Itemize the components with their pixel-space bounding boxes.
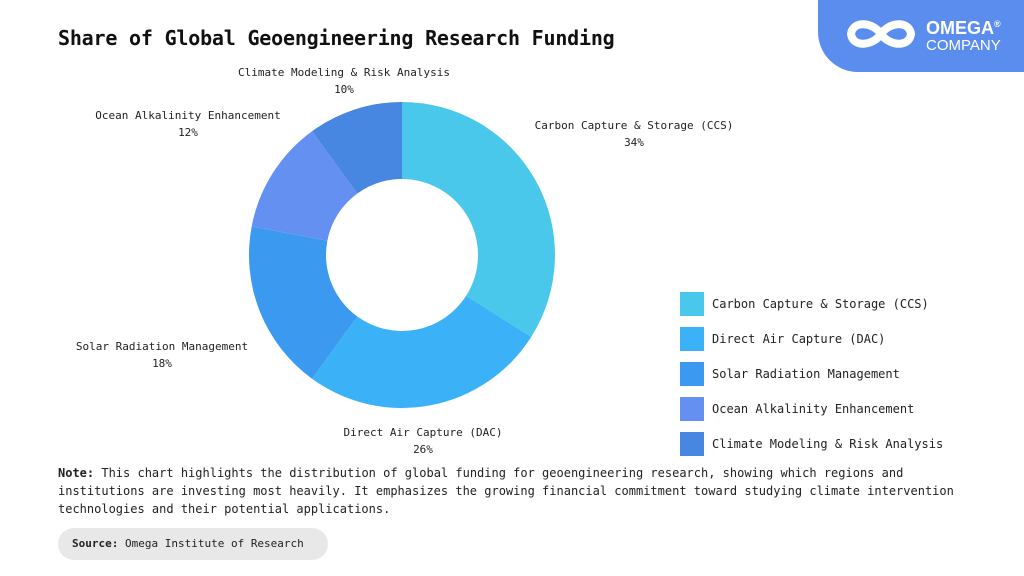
registered-mark: ® bbox=[994, 19, 1001, 29]
legend-label: Direct Air Capture (DAC) bbox=[712, 331, 886, 346]
legend-item: Direct Air Capture (DAC) bbox=[680, 321, 943, 356]
logo-name-line1: OMEGA bbox=[926, 18, 995, 38]
note-label: Note: bbox=[58, 466, 95, 480]
slice-category-label: Climate Modeling & Risk Analysis bbox=[238, 66, 450, 79]
slice-value-label: 12% bbox=[178, 126, 198, 139]
legend-item: Climate Modeling & Risk Analysis bbox=[680, 426, 943, 461]
legend-item: Solar Radiation Management bbox=[680, 356, 943, 391]
note-text: This chart highlights the distribution o… bbox=[58, 466, 954, 516]
slice-category-label: Ocean Alkalinity Enhancement bbox=[95, 109, 280, 122]
donut-slice bbox=[402, 102, 555, 337]
slice-category-label: Direct Air Capture (DAC) bbox=[344, 426, 503, 439]
source-text: Omega Institute of Research bbox=[124, 537, 304, 550]
donut-slice bbox=[251, 131, 358, 241]
legend-label: Solar Radiation Management bbox=[712, 366, 900, 381]
legend-swatch bbox=[680, 431, 704, 456]
legend-label: Carbon Capture & Storage (CCS) bbox=[712, 296, 929, 311]
chart-title: Share of Global Geoengineering Research … bbox=[58, 26, 615, 50]
slice-category-label: Carbon Capture & Storage (CCS) bbox=[535, 119, 734, 132]
slice-value-label: 10% bbox=[334, 83, 354, 96]
source-badge: Source: Omega Institute of Research bbox=[58, 528, 328, 560]
source-label: Source: bbox=[72, 537, 119, 550]
donut-slice bbox=[249, 226, 358, 379]
company-logo: OMEGA® COMPANY bbox=[818, 0, 1024, 72]
slice-value-label: 26% bbox=[413, 443, 433, 456]
chart-legend: Carbon Capture & Storage (CCS) Direct Air… bbox=[680, 286, 943, 461]
slice-category-label: Solar Radiation Management bbox=[76, 340, 248, 353]
donut-slice bbox=[312, 295, 532, 408]
legend-label: Ocean Alkalinity Enhancement bbox=[712, 401, 915, 416]
slice-value-label: 34% bbox=[624, 136, 644, 149]
legend-swatch bbox=[680, 291, 704, 316]
chart-note: Note: This chart highlights the distribu… bbox=[58, 464, 968, 518]
logo-name-line2: COMPANY bbox=[926, 37, 1001, 54]
legend-item: Carbon Capture & Storage (CCS) bbox=[680, 286, 943, 321]
legend-label: Climate Modeling & Risk Analysis bbox=[712, 436, 944, 451]
legend-swatch bbox=[680, 396, 704, 421]
legend-item: Ocean Alkalinity Enhancement bbox=[680, 391, 943, 426]
donut-slice bbox=[312, 102, 402, 194]
slice-value-label: 18% bbox=[152, 357, 172, 370]
legend-swatch bbox=[680, 361, 704, 386]
infinity-icon bbox=[847, 20, 915, 48]
legend-swatch bbox=[680, 326, 704, 351]
